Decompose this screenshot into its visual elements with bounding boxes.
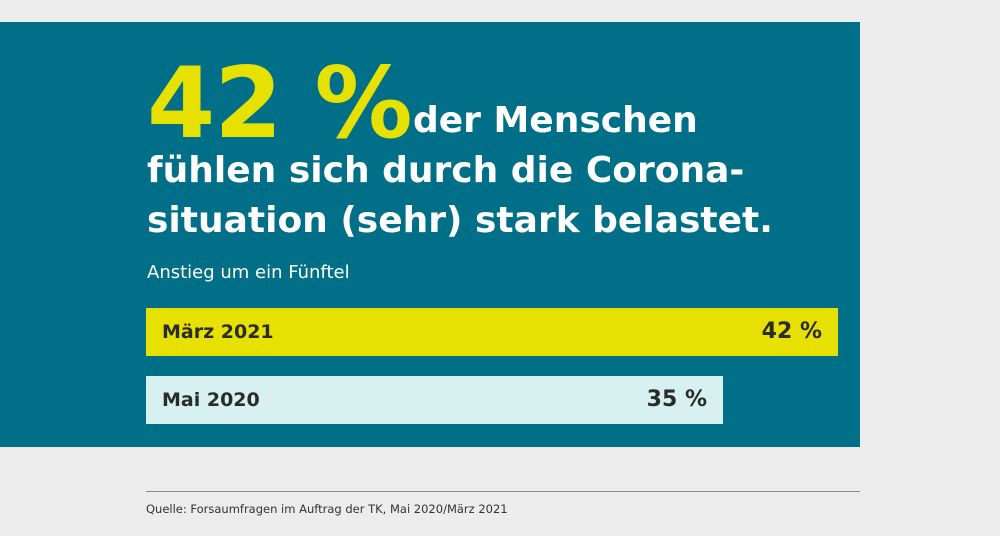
headline-line-3: situation (sehr) stark belastet. — [147, 200, 773, 241]
bar-category-label: März 2021 — [162, 321, 274, 343]
headline-line-2: fühlen sich durch die Corona- — [147, 150, 745, 191]
bar-value-label: 35 % — [646, 387, 707, 412]
bar-0: März 2021 42 % — [146, 308, 838, 356]
bar-category-label: Mai 2020 — [162, 389, 260, 411]
source-note: Quelle: Forsaumfragen im Auftrag der TK,… — [146, 502, 508, 516]
headline-line-1: der Menschen — [413, 100, 698, 141]
divider-line — [146, 491, 860, 492]
headline-big-number: 42 % — [147, 47, 413, 161]
bar-value-label: 42 % — [761, 319, 822, 344]
chart-subtitle: Anstieg um ein Fünftel — [147, 262, 350, 283]
bar-1: Mai 2020 35 % — [146, 376, 723, 424]
